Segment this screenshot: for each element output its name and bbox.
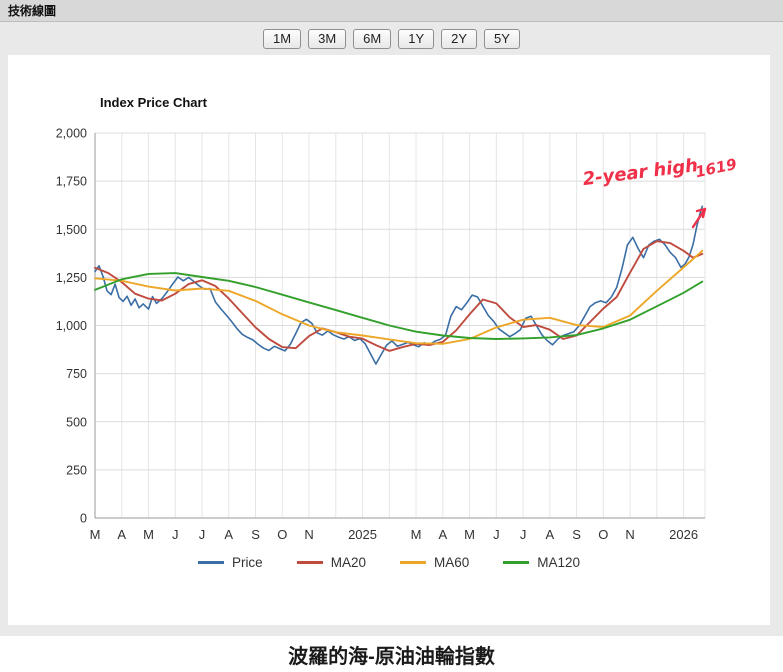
series-line-ma20 xyxy=(94,240,704,352)
x-tick-label: 2025 xyxy=(348,527,377,542)
x-tick-label: S xyxy=(251,527,260,542)
y-tick-label: 500 xyxy=(66,415,87,429)
legend-label: MA60 xyxy=(433,555,470,570)
x-tick-label: J xyxy=(520,527,527,542)
legend-swatch-ma60 xyxy=(399,561,426,564)
x-tick-label: M xyxy=(90,527,101,542)
range-button-1m[interactable]: 1M xyxy=(263,29,302,49)
x-tick-label: A xyxy=(117,527,126,542)
x-tick-label: J xyxy=(172,527,179,542)
x-tick-label: J xyxy=(493,527,500,542)
legend-label: Price xyxy=(231,555,263,570)
y-tick-label: 250 xyxy=(66,463,87,477)
y-tick-label: 1,500 xyxy=(56,223,87,237)
x-tick-label: A xyxy=(545,527,554,542)
footer-bar: 波羅的海-原油油輪指數 xyxy=(0,636,783,672)
legend-label: MA120 xyxy=(537,555,581,570)
chart-panel: Index Price Chart 0 250 500 750 1,000 1,250 1,… xyxy=(8,55,770,625)
series-line-ma120 xyxy=(94,272,704,340)
x-tick-label: S xyxy=(572,527,581,542)
range-button-2y[interactable]: 2Y xyxy=(441,29,478,49)
legend-item-ma20[interactable]: MA20 xyxy=(296,555,366,570)
y-tick-label: 2,000 xyxy=(56,127,87,141)
y-tick-label: 1,750 xyxy=(56,175,87,189)
index-name-title: 波羅的海-原油油輪指數 xyxy=(288,645,495,668)
x-tick-label: O xyxy=(277,527,287,542)
y-tick-label: 1,250 xyxy=(56,271,87,285)
x-tick-label: O xyxy=(598,527,608,542)
range-button-6m[interactable]: 6M xyxy=(353,29,392,49)
price-chart-svg: 0 250 500 750 1,000 1,250 1,500 1,750 2,000 M A M J J… xyxy=(56,127,739,543)
range-button-3m[interactable]: 3M xyxy=(308,29,347,49)
x-tick-label: M xyxy=(411,527,422,542)
x-tick-label: N xyxy=(304,527,313,542)
legend-swatch-price xyxy=(197,561,224,564)
legend-label: MA20 xyxy=(330,555,366,570)
x-tick-label: M xyxy=(143,527,154,542)
legend-item-ma120[interactable]: MA120 xyxy=(503,555,580,570)
series-line-ma60 xyxy=(94,249,704,345)
range-button-1y[interactable]: 1Y xyxy=(398,29,435,49)
y-tick-label: 750 xyxy=(66,367,87,381)
range-button-5y[interactable]: 5Y xyxy=(484,29,520,49)
annotation-arrow xyxy=(691,207,707,229)
legend-swatch-ma20 xyxy=(296,561,323,564)
range-buttons: 1M 3M 6M 1Y 2Y 5Y xyxy=(0,22,783,55)
annotation-value-label: 1619 xyxy=(694,155,739,181)
chart-title: Index Price Chart xyxy=(100,95,207,110)
series-line-price xyxy=(94,205,704,365)
x-tick-label: A xyxy=(224,527,233,542)
legend-item-ma60[interactable]: MA60 xyxy=(399,555,470,570)
chart-legend: Price MA20 MA60 MA120 xyxy=(8,555,770,570)
section-header: 技術線圖 xyxy=(0,0,783,22)
annotation-arrowhead xyxy=(695,207,707,219)
y-tick-label: 1,000 xyxy=(56,319,87,333)
x-tick-label: M xyxy=(464,527,475,542)
x-tick-label: J xyxy=(199,527,206,542)
legend-item-price[interactable]: Price xyxy=(197,555,263,570)
x-tick-label: 2026 xyxy=(669,527,698,542)
legend-swatch-ma120 xyxy=(503,561,530,564)
annotation-2-year-high: 2-year high xyxy=(582,155,700,190)
y-tick-label: 0 xyxy=(80,512,87,526)
x-tick-label: N xyxy=(625,527,634,542)
section-title: 技術線圖 xyxy=(8,4,57,18)
x-tick-label: A xyxy=(438,527,447,542)
